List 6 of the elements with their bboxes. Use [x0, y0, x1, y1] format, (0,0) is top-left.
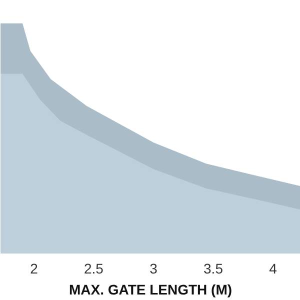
- x-tick-label: 4: [269, 260, 278, 276]
- x-tick-label: 3.5: [204, 260, 224, 276]
- x-axis-title: MAX. GATE LENGTH (M): [68, 282, 232, 298]
- x-tick-label: 3: [150, 260, 158, 276]
- x-tick-label: 2.5: [84, 260, 104, 276]
- x-tick-label: 2: [30, 260, 38, 276]
